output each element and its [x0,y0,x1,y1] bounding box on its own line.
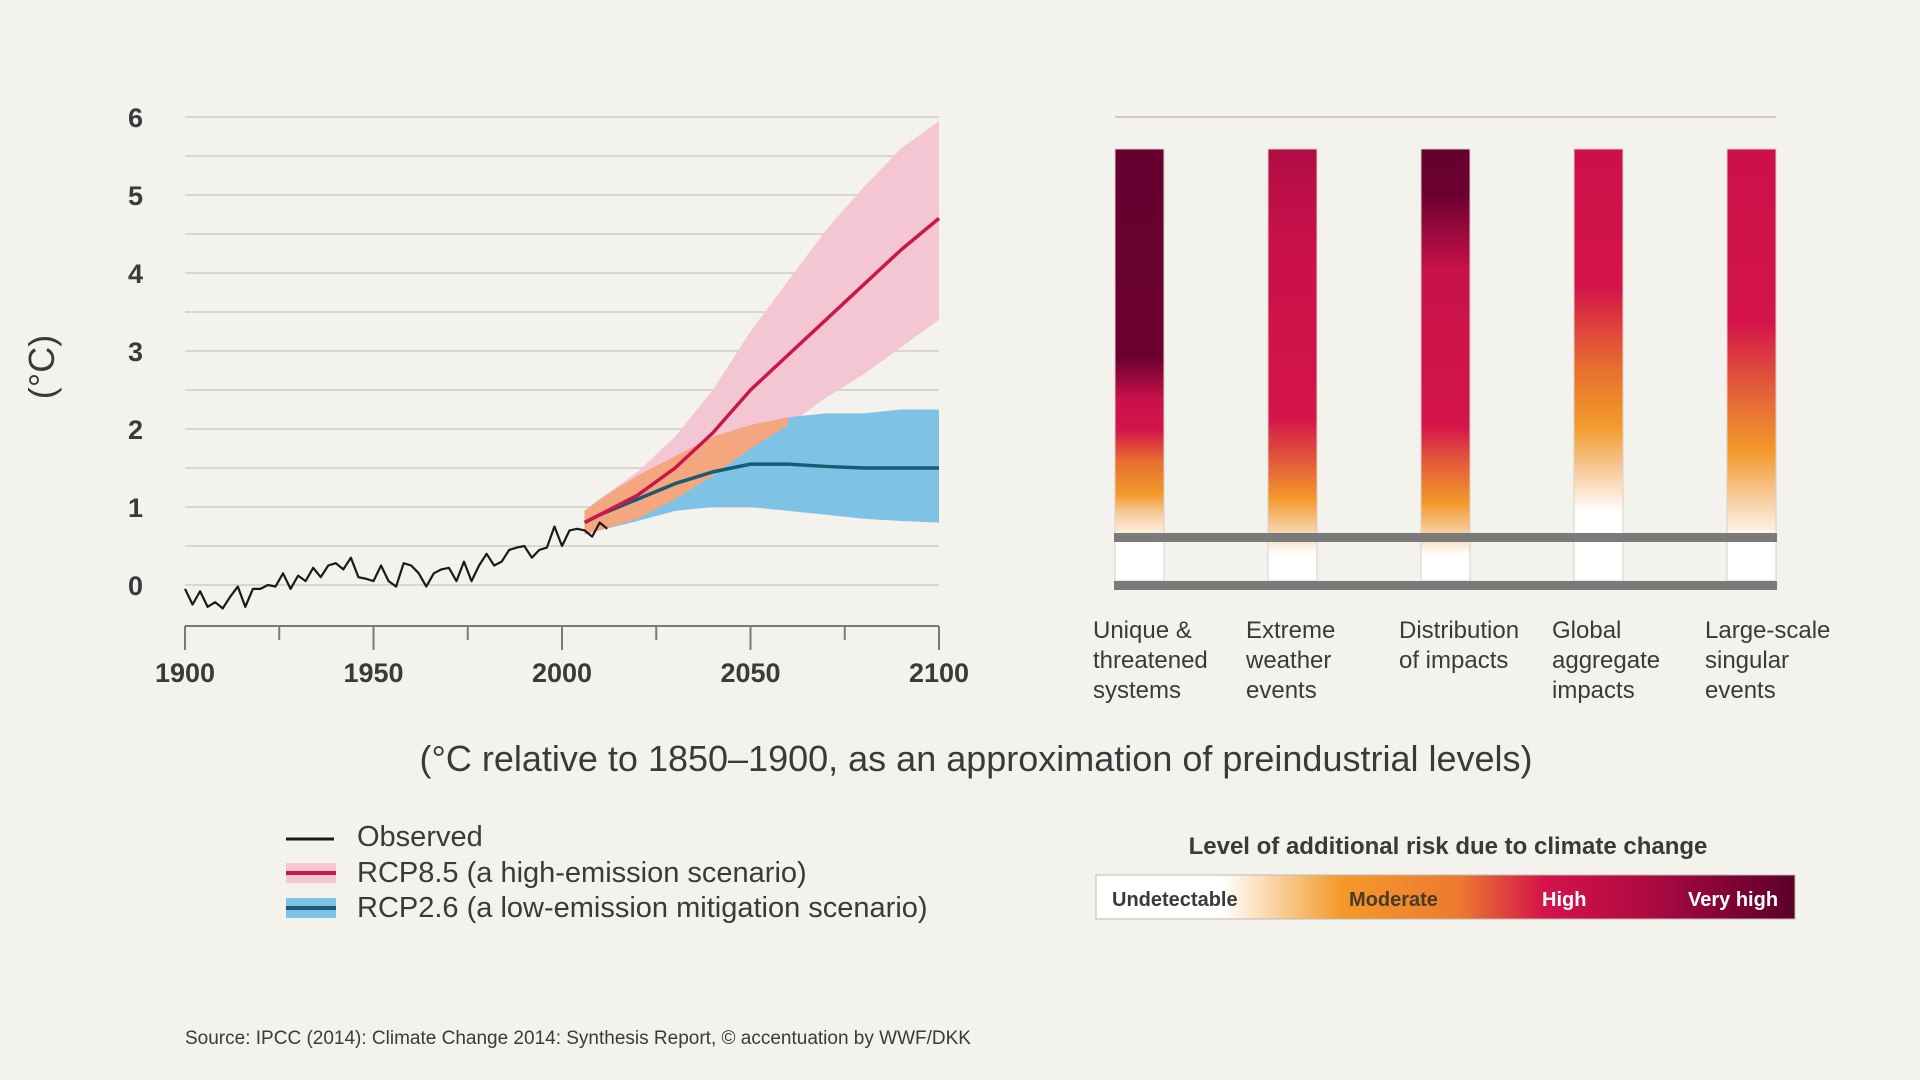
legend-label-rcp26: RCP2.6 (a low-emission mitigation scenar… [357,892,928,924]
risk-label-high: High [1542,889,1586,911]
category-label: systems [1093,677,1181,704]
category-label: weather [1245,647,1331,674]
risk-bars-chart: Unique & threatened systems Extreme weather e… [1093,116,1830,704]
risk-label-moderate: Moderate [1349,889,1438,911]
source-note: Source: IPCC (2014): Climate Change 2014… [185,1028,971,1049]
y-tick-labels: 6 5 4 3 2 1 0 [128,103,143,601]
temperature-line-chart: 6 5 4 3 2 1 0 1900 1950 2000 2050 2100 (°C) [21,103,969,688]
risk-bars [1114,148,1777,582]
x-tick-label: 2050 [720,658,780,688]
category-label: threatened [1093,647,1208,674]
risk-bar [1726,148,1777,582]
chart-caption: (°C relative to 1850–1900, as an approxi… [419,738,1532,779]
category-labels: Unique & threatened systems Extreme weather e… [1093,617,1830,704]
category-label: Extreme [1246,617,1335,644]
risk-bar [1114,148,1165,582]
source-text: IPCC (2014): Climate Change 2014: Synthe… [256,1028,972,1049]
risk-scale-title: Level of additional risk due to climate … [1189,833,1708,860]
category-label: singular [1705,647,1789,674]
risk-scale: Level of additional risk due to climate … [1095,833,1796,920]
risk-bar [1267,148,1318,582]
category-label: impacts [1552,677,1635,704]
y-tick-label: 4 [128,259,143,289]
rcp26-uncertainty-band [584,409,939,535]
category-label: events [1246,677,1317,704]
y-tick-label: 0 [128,571,143,601]
grid-lines [185,116,939,586]
legend-item-observed: Observed [286,821,483,853]
legend-label-observed: Observed [357,821,483,853]
legend-label-rcp85: RCP8.5 (a high-emission scenario) [357,857,807,889]
category-label: Unique & [1093,617,1192,644]
observed-series-line [184,521,608,610]
category-label: Distribution [1399,617,1519,644]
risk-scale-bar [1095,874,1796,920]
present-day-marker [1114,533,1777,542]
risk-label-very-high: Very high [1688,889,1778,911]
legend-item-rcp85: RCP8.5 (a high-emission scenario) [286,857,807,889]
baseline-marker [1114,581,1777,590]
x-tick-label: 1950 [343,658,403,688]
risk-label-undetectable: Undetectable [1112,889,1238,911]
y-tick-label: 1 [128,493,143,523]
y-axis-label: (°C) [21,335,62,399]
x-tick-label: 1900 [155,658,215,688]
legend: Observed RCP8.5 (a high-emission scenari… [286,821,928,924]
rcp26-series-line [583,462,939,525]
x-tick-label: 2000 [532,658,592,688]
series-lines [184,217,941,610]
bands-overlap-region [584,417,789,535]
y-tick-label: 6 [128,103,143,133]
y-tick-label: 3 [128,337,143,367]
category-label: Large-scale [1705,617,1830,644]
x-tick-labels: 1900 1950 2000 2050 2100 [155,658,969,688]
y-tick-label: 5 [128,181,143,211]
y-tick-label: 2 [128,415,143,445]
category-label: aggregate [1552,647,1660,674]
category-label: of impacts [1399,647,1508,674]
risk-bar [1420,148,1471,582]
rcp85-series-line [583,217,941,525]
risk-bar [1573,148,1624,582]
x-tick-label: 2100 [909,658,969,688]
category-label: Global [1552,617,1621,644]
source-prefix: Source: [185,1028,256,1049]
x-axis [184,625,940,650]
legend-item-rcp26: RCP2.6 (a low-emission mitigation scenar… [286,892,928,924]
scenario-bands [584,120,939,535]
category-label: events [1705,677,1776,704]
rcp85-uncertainty-band [584,120,939,535]
